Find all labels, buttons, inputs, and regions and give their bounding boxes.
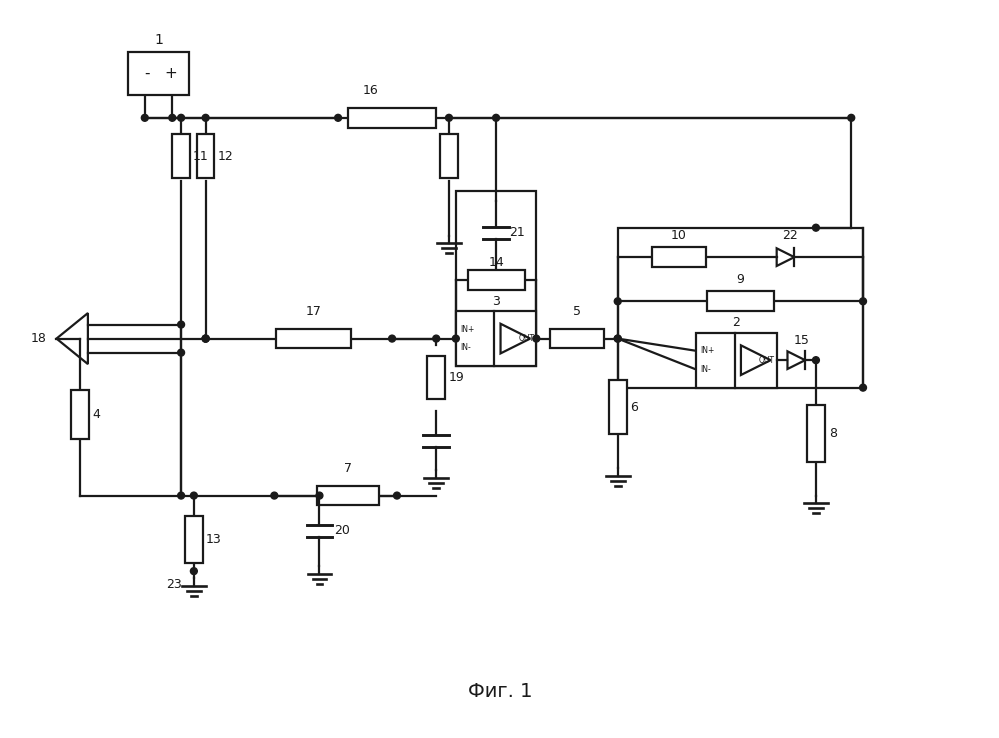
Bar	[456, 191, 536, 366]
Bar	[609, 380, 626, 434]
Text: 12: 12	[218, 150, 233, 162]
Text: 3: 3	[493, 294, 500, 308]
Bar	[550, 328, 604, 348]
Bar	[696, 333, 776, 387]
Circle shape	[614, 335, 621, 342]
Circle shape	[202, 335, 209, 342]
Bar	[428, 356, 445, 399]
Text: +: +	[164, 66, 177, 81]
Bar	[456, 311, 536, 366]
Text: 22: 22	[782, 229, 798, 242]
Circle shape	[202, 114, 209, 121]
Circle shape	[848, 114, 855, 121]
Bar	[468, 270, 524, 289]
Bar	[71, 390, 89, 438]
Text: 17: 17	[306, 305, 322, 317]
Circle shape	[812, 356, 819, 364]
Circle shape	[446, 114, 453, 121]
Bar	[807, 405, 825, 462]
Text: 11: 11	[193, 150, 209, 162]
Circle shape	[433, 335, 440, 342]
Text: IN+: IN+	[460, 325, 475, 334]
Circle shape	[859, 298, 866, 305]
Text: Фиг. 1: Фиг. 1	[468, 683, 532, 701]
Bar	[651, 247, 705, 267]
Circle shape	[394, 492, 401, 499]
Circle shape	[178, 492, 185, 499]
Bar	[197, 134, 215, 178]
Text: -: -	[144, 66, 150, 81]
Text: 7: 7	[344, 461, 352, 475]
Text: 5: 5	[573, 305, 581, 317]
Circle shape	[614, 335, 621, 342]
Circle shape	[532, 335, 539, 342]
Bar	[441, 134, 458, 178]
Text: IN-: IN-	[700, 365, 711, 374]
Text: OUT: OUT	[759, 356, 775, 365]
Bar	[128, 52, 189, 95]
Circle shape	[493, 114, 500, 121]
Circle shape	[202, 335, 209, 342]
Circle shape	[812, 224, 819, 231]
Text: IN+: IN+	[700, 346, 714, 355]
Text: 4: 4	[93, 407, 101, 421]
Bar	[172, 134, 190, 178]
Text: 10: 10	[670, 229, 686, 242]
Bar	[348, 108, 437, 128]
Circle shape	[859, 384, 866, 391]
Bar	[277, 328, 351, 348]
Text: 20: 20	[335, 525, 350, 537]
Text: 14: 14	[489, 255, 503, 269]
Text: 15: 15	[793, 334, 809, 347]
Circle shape	[614, 298, 621, 305]
Text: 8: 8	[829, 427, 837, 441]
Circle shape	[202, 335, 209, 342]
Circle shape	[271, 492, 278, 499]
Circle shape	[178, 349, 185, 356]
Bar	[707, 292, 774, 311]
Text: 13: 13	[206, 534, 222, 546]
Text: 6: 6	[630, 401, 638, 414]
Text: 21: 21	[508, 226, 524, 239]
Circle shape	[453, 335, 460, 342]
Text: 23: 23	[167, 579, 182, 591]
Text: OUT: OUT	[518, 334, 534, 343]
Bar	[185, 516, 203, 563]
Text: 2: 2	[732, 317, 740, 329]
Text: 18: 18	[31, 332, 47, 345]
Circle shape	[142, 114, 148, 121]
Text: 1: 1	[154, 33, 163, 47]
Circle shape	[178, 321, 185, 328]
Circle shape	[389, 335, 396, 342]
Circle shape	[169, 114, 176, 121]
Text: IN-: IN-	[460, 343, 471, 353]
Text: 16: 16	[363, 84, 379, 97]
Bar	[617, 228, 863, 387]
Circle shape	[191, 568, 197, 575]
Text: 9: 9	[736, 273, 744, 286]
Circle shape	[178, 114, 185, 121]
Circle shape	[316, 492, 323, 499]
Circle shape	[335, 114, 342, 121]
Bar	[317, 486, 380, 506]
Circle shape	[191, 492, 197, 499]
Text: 19: 19	[449, 371, 465, 384]
